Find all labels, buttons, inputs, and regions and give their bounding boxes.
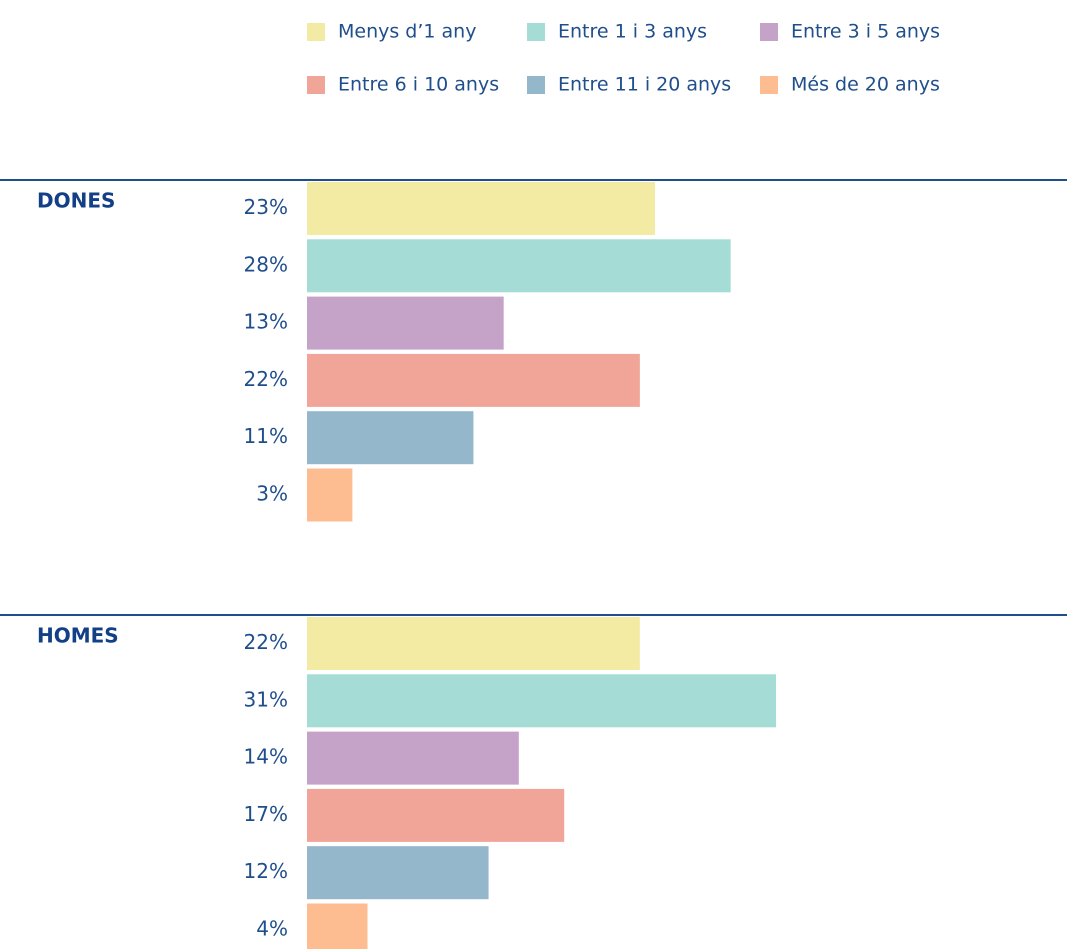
bar <box>307 788 565 842</box>
legend-label: Entre 3 i 5 anys <box>791 21 940 43</box>
group-label: DONES <box>37 189 115 213</box>
value-label: 3% <box>256 482 288 506</box>
bar <box>307 468 353 522</box>
legend-swatch <box>527 23 545 41</box>
bar <box>307 674 777 728</box>
bar <box>307 182 655 235</box>
group-label: HOMES <box>37 624 119 648</box>
legend-swatch <box>527 76 545 94</box>
value-label: 14% <box>244 745 288 769</box>
value-label: 31% <box>244 687 288 711</box>
bar <box>307 731 519 785</box>
legend-label: Entre 11 i 20 anys <box>558 74 731 96</box>
legend-label: Menys d’1 any <box>338 21 476 43</box>
bar <box>307 617 640 670</box>
value-label: 17% <box>244 802 288 826</box>
value-label: 22% <box>244 630 288 654</box>
value-label: 28% <box>244 252 288 276</box>
bar <box>307 411 474 465</box>
bar <box>307 239 731 293</box>
legend-swatch <box>307 23 325 41</box>
legend-swatch <box>760 76 778 94</box>
value-label: 12% <box>244 859 288 883</box>
value-label: 11% <box>244 424 288 448</box>
legend-swatch <box>760 23 778 41</box>
bar <box>307 903 368 949</box>
bar <box>307 846 489 900</box>
bar <box>307 296 504 350</box>
bar <box>307 353 640 407</box>
value-label: 4% <box>256 917 288 941</box>
legend-label: Més de 20 anys <box>791 74 940 96</box>
legend-label: Entre 1 i 3 anys <box>558 21 707 43</box>
value-label: 22% <box>244 367 288 391</box>
value-label: 13% <box>244 310 288 334</box>
legend-swatch <box>307 76 325 94</box>
legend-label: Entre 6 i 10 anys <box>338 74 499 96</box>
value-label: 23% <box>244 195 288 219</box>
